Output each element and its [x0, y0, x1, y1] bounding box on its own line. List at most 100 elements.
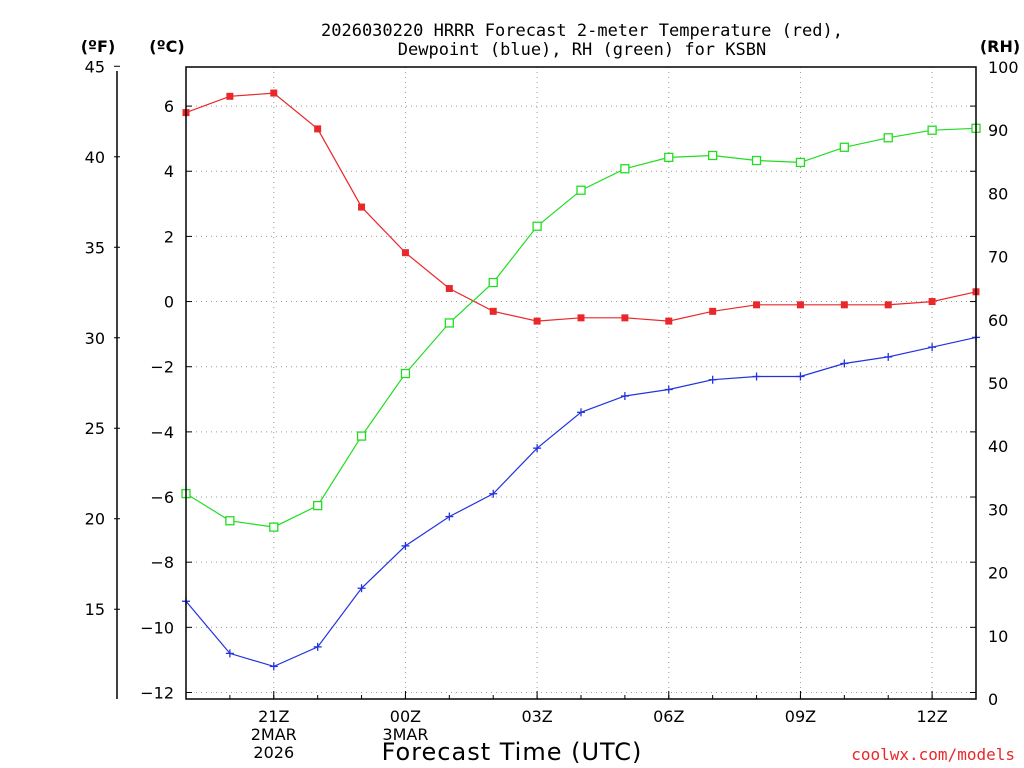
2-meter-temperature-point [928, 298, 936, 306]
x-tick-label: 21Z [258, 707, 289, 726]
2-meter-temperature-line [185, 92, 977, 322]
grid-layer [186, 67, 976, 699]
dewpoint-point [884, 352, 893, 361]
2-meter-temperature-point [358, 203, 366, 211]
dewpoint-line [185, 336, 977, 668]
x-tick-label: 12Z [916, 707, 947, 726]
x-tick-label: 2MAR [251, 725, 297, 744]
2-meter-temperature-point [753, 301, 761, 309]
2-meter-temperature-point [840, 301, 848, 309]
rh-point [708, 150, 718, 161]
rh-tick-label: 20 [988, 564, 1008, 583]
rh-tick-label: 10 [988, 627, 1008, 646]
rh-tick-label: 40 [988, 437, 1008, 456]
2-meter-temperature-point [226, 92, 234, 100]
dewpoint-point [752, 372, 761, 381]
celsius-tick-label: −4 [150, 423, 174, 442]
2-meter-temperature-point [314, 125, 322, 133]
celsius-tick-label: −2 [150, 358, 174, 377]
rh-point [883, 133, 893, 143]
rh-tick-label: 80 [988, 184, 1008, 203]
rh-tick-label: 30 [988, 500, 1008, 519]
celsius-unit-label: (ºC) [149, 37, 184, 56]
rh-point [444, 318, 454, 328]
rh-point [532, 221, 542, 231]
x-tick-label: 2026 [253, 743, 294, 762]
dewpoint-point [796, 372, 805, 381]
rh-point [356, 431, 367, 441]
rh-unit-label: (RH) [980, 37, 1020, 56]
celsius-tick-label: −12 [140, 683, 174, 702]
rh-point [488, 277, 498, 288]
dewpoint-point [401, 541, 410, 550]
dewpoint-point [445, 512, 454, 521]
celsius-tick-label: 2 [164, 227, 174, 246]
dewpoint-point [313, 642, 322, 651]
dewpoint-point [489, 489, 498, 498]
dewpoint-point [577, 408, 585, 417]
dewpoint-point [620, 392, 629, 401]
dewpoint-point [225, 649, 234, 658]
x-tick-label: 00Z [390, 707, 421, 726]
2-meter-temperature-point [621, 314, 629, 322]
celsius-tick-label: −10 [140, 618, 174, 637]
rh-point [751, 155, 762, 166]
celsius-tick-label: 4 [164, 162, 174, 181]
fahrenheit-unit-label: (ºF) [81, 37, 116, 56]
celsius-tick-label: −8 [150, 553, 174, 572]
celsius-tick-label: 6 [164, 97, 174, 116]
dewpoint-point [928, 343, 937, 352]
rh-point [795, 157, 806, 168]
rh-tick-label: 70 [988, 248, 1008, 267]
fahrenheit-tick-label: 20 [85, 510, 105, 529]
celsius-tick-label: −6 [150, 488, 174, 507]
2-meter-temperature-point [665, 317, 673, 325]
x-axis-label: Forecast Time (UTC) [382, 738, 643, 766]
credit-text: coolwx.com/models [851, 745, 1015, 764]
chart-title-line-1: 2026030220 HRRR Forecast 2-meter Tempera… [321, 21, 843, 41]
x-tick-label: 06Z [653, 707, 684, 726]
rh-tick-label: 60 [988, 311, 1008, 330]
2-meter-temperature-point [270, 89, 278, 97]
x-tick-label: 03Z [521, 707, 552, 726]
rh-tick-label: 100 [988, 58, 1019, 77]
chart-title-line-2: Dewpoint (blue), RH (green) for KSBN [398, 40, 766, 60]
2-meter-temperature-point [577, 314, 585, 322]
rh-point [400, 368, 411, 379]
dewpoint-point [533, 444, 542, 453]
2-meter-temperature-point [796, 301, 804, 309]
plot-frame [185, 66, 977, 700]
2-meter-temperature-point [445, 285, 453, 293]
2-meter-temperature-point [401, 249, 409, 257]
rh-point [225, 516, 235, 526]
fahrenheit-tick-label: 25 [85, 419, 105, 438]
fahrenheit-tick-label: 30 [85, 329, 105, 348]
rh-point [664, 152, 674, 163]
celsius-tick-label: 0 [164, 293, 174, 312]
rh-tick-label: 50 [988, 374, 1008, 393]
dewpoint-point [357, 584, 366, 593]
dewpoint-point [664, 385, 673, 394]
2-meter-temperature-point [709, 307, 717, 315]
dewpoint-point [269, 662, 278, 671]
dewpoint-point [840, 359, 849, 368]
rh-point [269, 522, 279, 532]
fahrenheit-tick-label: 45 [85, 57, 105, 76]
rh-point [313, 500, 323, 511]
x-tick-label: 09Z [785, 707, 816, 726]
fahrenheit-tick-label: 40 [85, 148, 105, 167]
rh-tick-label: 0 [988, 690, 998, 709]
series-layer [181, 89, 981, 671]
fahrenheit-tick-label: 15 [85, 600, 105, 619]
2-meter-temperature-point [884, 301, 892, 309]
x-tick-label: 3MAR [382, 725, 428, 744]
fahrenheit-tick-label: 35 [85, 238, 105, 257]
dewpoint-point [708, 375, 717, 384]
2-meter-temperature-point [533, 317, 541, 325]
rh-point [927, 125, 937, 135]
rh-tick-label: 90 [988, 121, 1008, 140]
rh-point [576, 185, 586, 195]
rh-point [839, 142, 849, 152]
